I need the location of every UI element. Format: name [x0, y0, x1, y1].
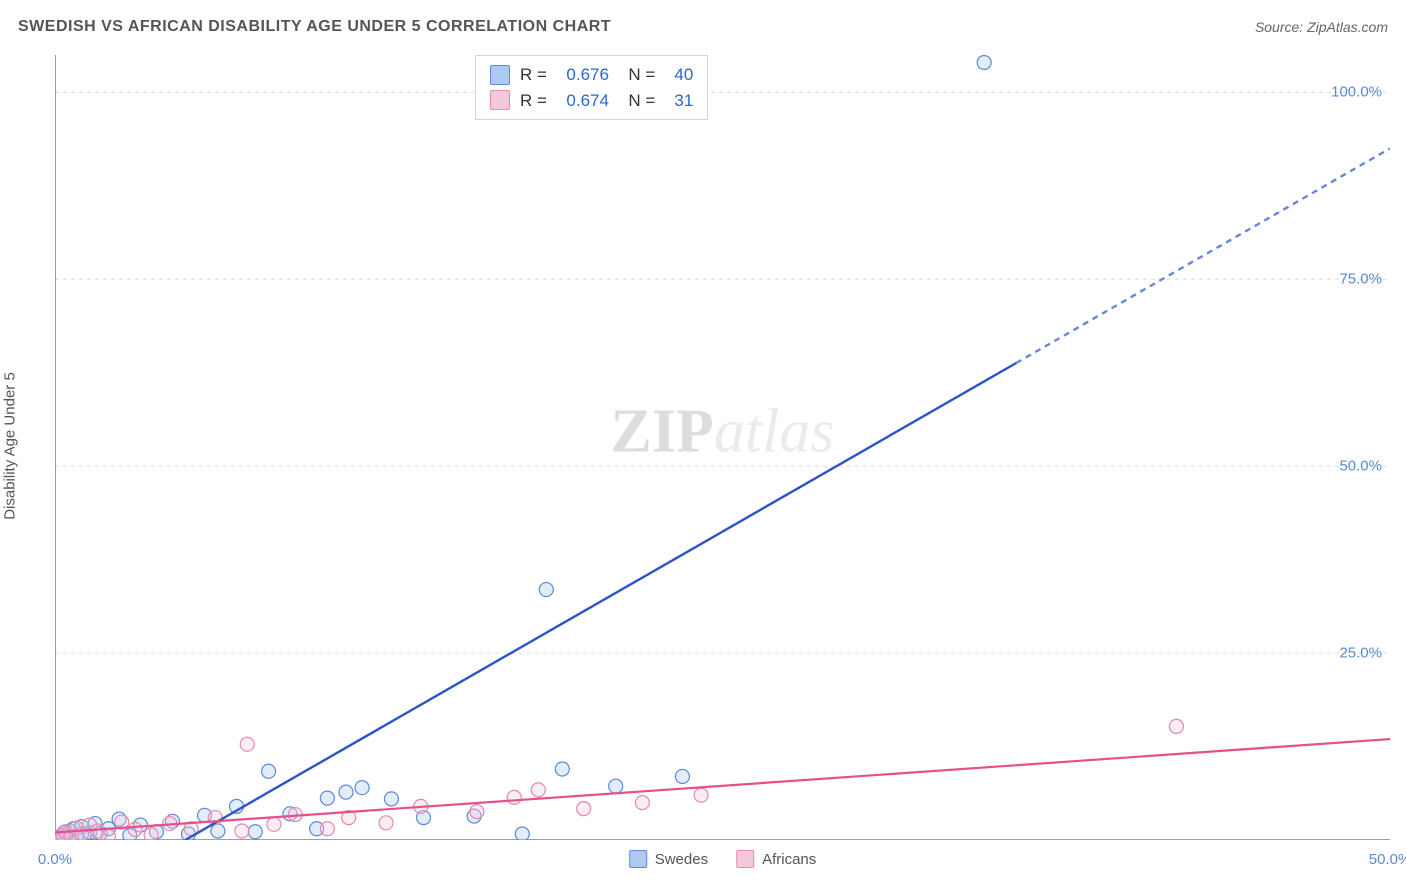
legend-swatch: [629, 850, 647, 868]
y-tick-label: 75.0%: [1339, 271, 1382, 288]
n-label: N =: [619, 62, 655, 88]
legend-swatch: [736, 850, 754, 868]
r-label: R =: [520, 62, 547, 88]
legend-label: Swedes: [655, 851, 708, 868]
legend-item: Africans: [736, 850, 816, 868]
page-title: SWEDISH VS AFRICAN DISABILITY AGE UNDER …: [18, 18, 611, 36]
bottom-legend: Swedes Africans: [629, 850, 817, 868]
n-value-africans: 31: [665, 88, 693, 114]
scatter-chart: [55, 55, 1390, 840]
swatch-africans: [490, 90, 510, 110]
r-value-africans: 0.674: [557, 88, 609, 114]
x-tick-label: 50.0%: [1369, 851, 1406, 868]
stats-row-swedes: R = 0.676 N = 40: [490, 62, 693, 88]
source-attribution: Source: ZipAtlas.com: [1255, 19, 1388, 35]
stats-row-africans: R = 0.674 N = 31: [490, 88, 693, 114]
r-label: R =: [520, 88, 547, 114]
chart-container: ZIPatlas R = 0.676 N = 40 R = 0.674 N = …: [55, 55, 1390, 840]
r-value-swedes: 0.676: [557, 62, 609, 88]
n-value-swedes: 40: [665, 62, 693, 88]
swatch-swedes: [490, 65, 510, 85]
n-label: N =: [619, 88, 655, 114]
y-axis-label: Disability Age Under 5: [2, 372, 19, 520]
stats-legend: R = 0.676 N = 40 R = 0.674 N = 31: [475, 55, 708, 120]
y-tick-label: 25.0%: [1339, 645, 1382, 662]
y-tick-label: 100.0%: [1331, 84, 1382, 101]
y-tick-label: 50.0%: [1339, 458, 1382, 475]
legend-item: Swedes: [629, 850, 708, 868]
legend-label: Africans: [762, 851, 816, 868]
x-tick-label: 0.0%: [38, 851, 72, 868]
